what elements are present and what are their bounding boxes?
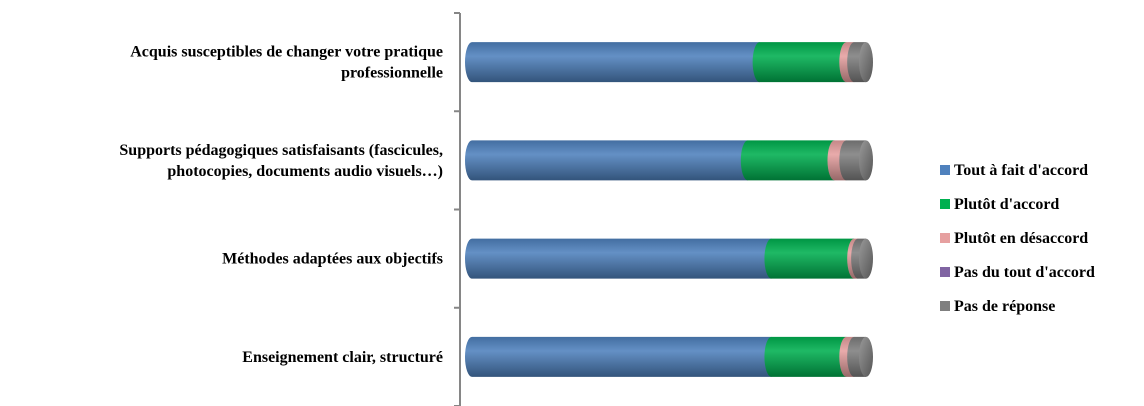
legend-label: Pas de réponse	[954, 298, 1055, 315]
bar-segment-plutot-d-accord	[752, 42, 847, 83]
bar-segment-tout-a-fait-d-accord	[465, 336, 772, 377]
category-label: Méthodes adaptées aux objectifs	[222, 251, 443, 268]
legend-item: Pas de réponse	[940, 298, 1055, 315]
bar-row	[465, 140, 873, 181]
category-label: Acquis susceptibles de changer votre pra…	[130, 44, 443, 82]
bar-segment-tout-a-fait-d-accord	[465, 140, 748, 181]
bar-row	[465, 238, 873, 279]
bar-end-cap	[859, 42, 873, 83]
legend-swatch	[940, 199, 950, 209]
bar-segment-plutot-d-accord	[764, 238, 855, 279]
bar-row	[465, 336, 873, 377]
legend: Tout à fait d'accord Plutôt d'accord Plutô…	[940, 162, 1095, 315]
bar-segment-plutot-d-accord	[764, 336, 847, 377]
legend-label: Pas du tout d'accord	[954, 264, 1095, 281]
bar-row	[465, 42, 873, 83]
category-labels: Acquis susceptibles de changer votre pra…	[119, 44, 443, 366]
legend-swatch	[940, 267, 950, 277]
legend-swatch	[940, 233, 950, 243]
category-label: Enseignement clair, structuré	[242, 349, 443, 366]
category-axis	[454, 12, 461, 406]
legend-label: Plutôt en désaccord	[954, 230, 1088, 247]
bar-end-cap	[859, 140, 873, 181]
legend-item: Plutôt d'accord	[940, 196, 1059, 213]
legend-item: Tout à fait d'accord	[940, 162, 1088, 179]
bar-end-cap	[859, 238, 873, 279]
legend-swatch	[940, 301, 950, 311]
legend-swatch	[940, 165, 950, 175]
legend-label: Tout à fait d'accord	[954, 162, 1088, 179]
bar-segment-tout-a-fait-d-accord	[465, 238, 772, 279]
category-label: Supports pédagogiques satisfaisants (fas…	[119, 142, 443, 180]
bar-segment-pas-de-reponse	[839, 140, 866, 181]
bars-group	[465, 42, 873, 377]
legend-item: Pas du tout d'accord	[940, 264, 1095, 281]
bar-segment-plutot-d-accord	[740, 140, 835, 181]
legend-item: Plutôt en désaccord	[940, 230, 1088, 247]
bar-segment-tout-a-fait-d-accord	[465, 42, 760, 83]
legend-label: Plutôt d'accord	[954, 196, 1059, 213]
bar-end-cap	[859, 336, 873, 377]
